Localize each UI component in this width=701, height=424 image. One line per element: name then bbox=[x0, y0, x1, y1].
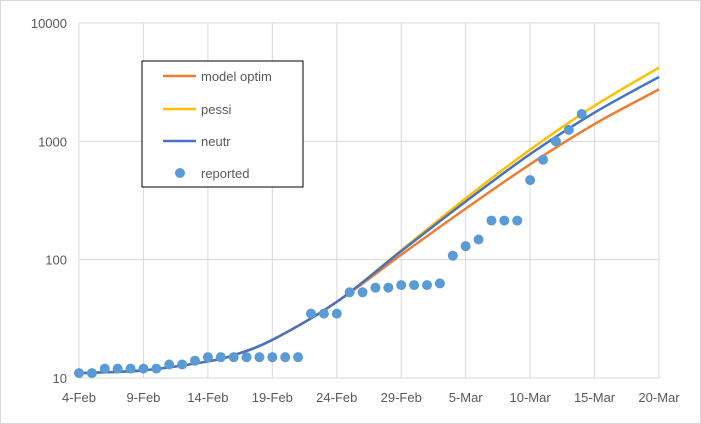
reported-point bbox=[164, 359, 175, 370]
reported-point bbox=[151, 363, 162, 374]
reported-point bbox=[370, 282, 381, 293]
x-tick-label: 29-Feb bbox=[381, 390, 422, 405]
reported-point bbox=[447, 250, 458, 261]
reported-point bbox=[486, 215, 497, 226]
legend-label: model optim bbox=[201, 69, 272, 84]
reported-point bbox=[190, 355, 200, 366]
reported-point bbox=[434, 278, 445, 289]
x-tick-label: 14-Feb bbox=[187, 390, 228, 405]
axis-tick-labels: 4-Feb 9-Feb 14-Feb 19-Feb 24-Feb 29-Feb 5-Mar 1… bbox=[31, 16, 680, 405]
reported-point bbox=[383, 282, 394, 293]
reported-point bbox=[344, 287, 355, 298]
x-tick-label: 9-Feb bbox=[126, 390, 160, 405]
x-tick-label: 20-Mar bbox=[638, 390, 680, 405]
reported-point bbox=[576, 109, 587, 120]
reported-point bbox=[112, 363, 123, 374]
x-tick-label: 5-Mar bbox=[449, 390, 484, 405]
reported-point bbox=[460, 241, 471, 252]
legend-swatch-reported bbox=[175, 168, 185, 178]
y-tick-label: 10 bbox=[53, 371, 67, 386]
reported-point bbox=[331, 308, 342, 319]
legend-label: neutr bbox=[201, 134, 231, 149]
reported-point bbox=[396, 280, 407, 291]
reported-point bbox=[280, 352, 291, 363]
reported-point bbox=[99, 363, 110, 374]
reported-point bbox=[74, 368, 84, 379]
x-tick-label: 15-Mar bbox=[574, 390, 616, 405]
reported-point bbox=[306, 308, 316, 319]
reported-points bbox=[74, 109, 587, 379]
reported-point bbox=[357, 287, 368, 298]
reported-point bbox=[499, 215, 510, 226]
x-tick-label: 10-Mar bbox=[510, 390, 552, 405]
reported-point bbox=[538, 154, 548, 165]
x-tick-label: 4-Feb bbox=[62, 390, 96, 405]
reported-point bbox=[138, 363, 149, 374]
y-tick-label: 10000 bbox=[31, 16, 67, 31]
reported-point bbox=[525, 175, 536, 186]
x-tick-label: 19-Feb bbox=[252, 390, 293, 405]
reported-point bbox=[473, 234, 484, 245]
reported-point bbox=[241, 352, 252, 363]
reported-point bbox=[563, 124, 574, 135]
reported-point bbox=[254, 352, 265, 363]
legend-label: pessi bbox=[201, 102, 231, 117]
reported-point bbox=[409, 280, 420, 291]
x-tick-label: 24-Feb bbox=[316, 390, 357, 405]
legend-box bbox=[141, 60, 304, 188]
y-tick-label: 100 bbox=[45, 253, 67, 268]
reported-point bbox=[422, 280, 432, 291]
reported-point bbox=[215, 352, 226, 363]
reported-point bbox=[318, 308, 329, 319]
legend-label: reported bbox=[201, 166, 249, 181]
reported-point bbox=[228, 352, 239, 363]
reported-point bbox=[267, 352, 278, 363]
legend: model optim pessi neutr reported bbox=[141, 60, 304, 188]
reported-point bbox=[512, 215, 523, 226]
reported-point bbox=[177, 359, 188, 370]
y-tick-label: 1000 bbox=[38, 134, 67, 149]
reported-point bbox=[293, 352, 304, 363]
reported-point bbox=[125, 363, 136, 374]
reported-point bbox=[550, 136, 561, 147]
reported-point bbox=[202, 352, 213, 363]
reported-point bbox=[86, 368, 97, 379]
